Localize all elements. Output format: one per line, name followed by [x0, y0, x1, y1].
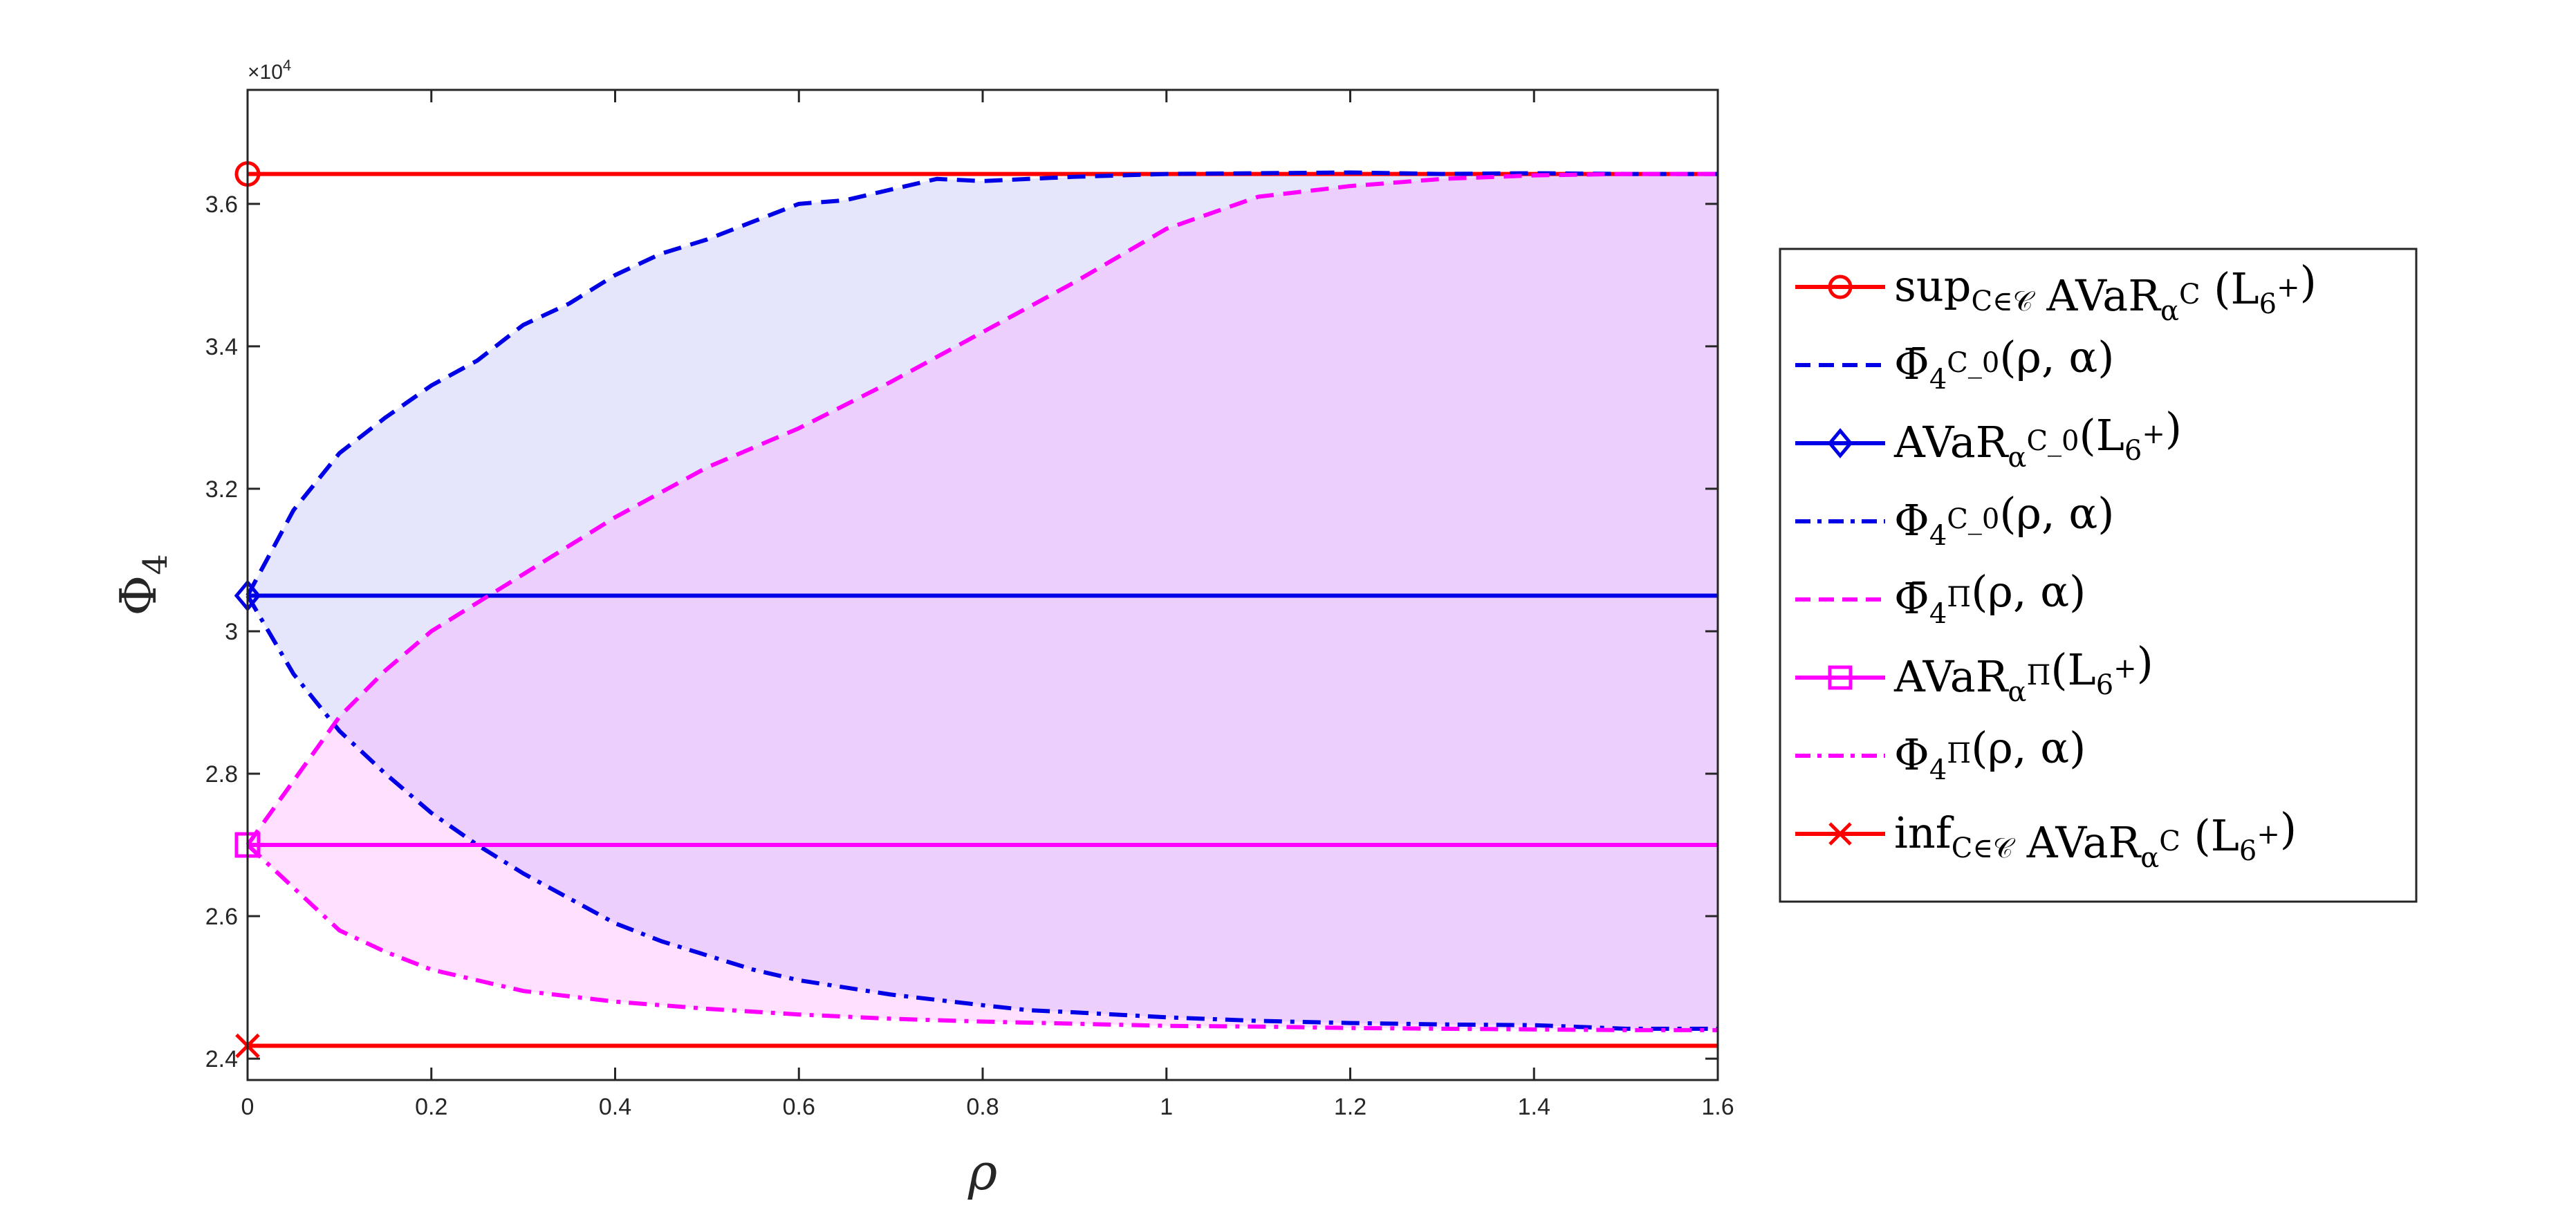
fill-region-1 — [248, 172, 1718, 1029]
legend-label: supC∈𝒞 AVaRαC (L6+) — [1894, 257, 2317, 327]
x-tick-label: 1.2 — [1334, 1094, 1366, 1120]
legend-marker — [1828, 274, 1853, 299]
legend-label: AVaRαC_0(L6+) — [1893, 403, 2182, 474]
legend-entry: Φ4C_0(ρ, α) — [1795, 488, 2114, 552]
x-tick-label: 0.6 — [783, 1094, 815, 1120]
legend-entry: infC∈𝒞 AVaRαC (L6+) — [1795, 803, 2297, 874]
legend-box — [1779, 248, 2418, 903]
x-tick-label: 1 — [1160, 1094, 1173, 1120]
x-tick-label: 0.2 — [415, 1094, 447, 1120]
x-axis-title: ρ — [967, 1143, 997, 1201]
legend-entry: Φ4Π(ρ, α) — [1795, 723, 2086, 786]
y-tick-label: 3.4 — [205, 334, 238, 360]
x-tick-label: 0.4 — [599, 1094, 631, 1120]
x-tick-label: 1.4 — [1518, 1094, 1550, 1120]
y-axis-multiplier: ×104 — [248, 57, 291, 84]
y-tick-label: 3.2 — [205, 476, 238, 503]
legend-label: Φ4C_0(ρ, α) — [1894, 488, 2114, 552]
legend-entry: AVaRαC_0(L6+) — [1795, 403, 2182, 474]
legend-label: infC∈𝒞 AVaRαC (L6+) — [1894, 803, 2297, 874]
legend-entry: Φ̄4C_0(ρ, α) — [1795, 332, 2114, 395]
x-tick-label: 0 — [241, 1094, 254, 1120]
legend-label: Φ̄4C_0(ρ, α) — [1894, 332, 2114, 395]
legend-marker — [1827, 428, 1853, 458]
fill-region-2 — [248, 174, 1718, 1030]
legend-entry: Φ̄4Π(ρ, α) — [1795, 566, 2086, 630]
legend-marker — [1828, 665, 1853, 690]
legend-entry: AVaRαΠ(L6+) — [1795, 637, 2153, 708]
y-tick-label: 2.8 — [205, 761, 238, 788]
x-tick-label: 1.6 — [1701, 1094, 1734, 1120]
x-tick-label: 0.8 — [966, 1094, 999, 1120]
legend-label: Φ4Π(ρ, α) — [1894, 723, 2086, 786]
series-line-4 — [245, 594, 1718, 1031]
legend-entry: supC∈𝒞 AVaRαC (L6+) — [1795, 257, 2317, 327]
fill-regions — [248, 172, 1718, 1030]
legend-marker — [1828, 822, 1852, 846]
series-line-5 — [245, 171, 1718, 846]
legend-label: Φ̄4Π(ρ, α) — [1894, 566, 2086, 630]
series-line-2 — [245, 170, 1718, 597]
y-axis-title-text: Φ4 — [109, 554, 175, 616]
y-tick-label: 2.4 — [205, 1046, 238, 1072]
y-tick-label: 2.6 — [205, 904, 238, 930]
y-axis-title: Φ4 — [109, 554, 175, 616]
series-line-7 — [245, 843, 1718, 1032]
y-tick-label: 3 — [225, 619, 238, 645]
series-lines — [234, 161, 1718, 1059]
legend: supC∈𝒞 AVaRαC (L6+)Φ̄4C_0(ρ, α) AVaRαC_0(… — [1779, 248, 2418, 903]
legend-label: AVaRαΠ(L6+) — [1893, 637, 2153, 708]
y-tick-label: 3.6 — [205, 192, 238, 218]
axis-ticks: 0 0.2 0.4 0.6 0.8 1 1.2 1.4 1.6 2.4 2.6 2.8 3 3.2 3.4 3… — [205, 90, 1734, 1120]
